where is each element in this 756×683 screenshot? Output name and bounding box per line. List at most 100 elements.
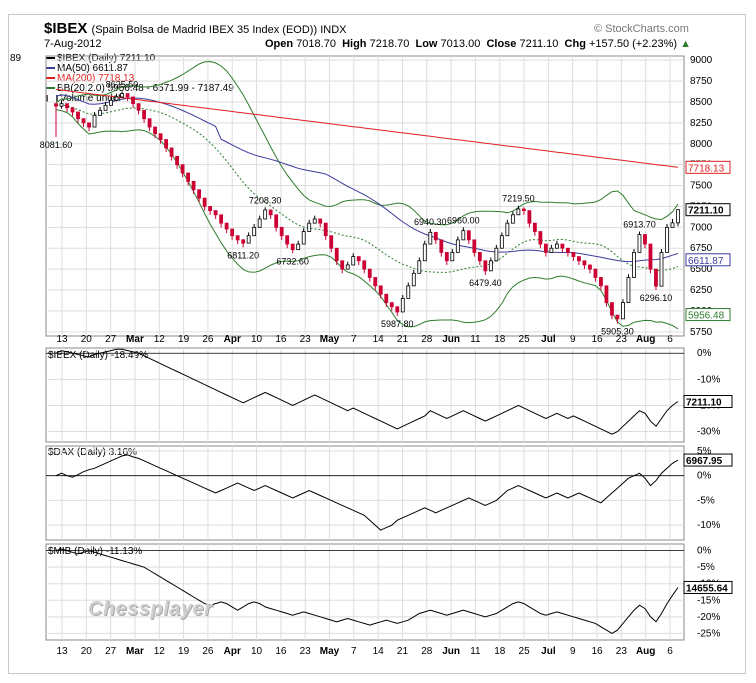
x-tick-label-1: 13 xyxy=(56,646,68,657)
x-tick-label-0: 28 xyxy=(421,334,433,345)
y-tick-label: 7500 xyxy=(690,181,713,192)
candle-body xyxy=(422,243,427,262)
panel-dax-title: $DAX (Daily) 3.16% xyxy=(48,447,137,458)
candle-body xyxy=(488,260,493,272)
candle-body xyxy=(477,252,482,262)
series-line-3 xyxy=(55,548,679,634)
x-tick-label-1: 11 xyxy=(470,646,481,657)
candle-body xyxy=(632,252,636,278)
x-tick-label-1: Aug xyxy=(636,646,655,657)
price-badge xyxy=(685,308,731,322)
chart-title: $IBEX (Spain Bolsa de Madrid IBEX 35 Ind… xyxy=(44,20,347,37)
x-tick-label-1: 14 xyxy=(373,646,385,657)
panel-mib-title: $MIB (Daily) -11.13% xyxy=(48,546,143,557)
legend-ma50: MA(50) 6611.87 xyxy=(46,63,128,75)
candle-body xyxy=(510,214,515,224)
candle-body xyxy=(230,228,235,237)
price-badge xyxy=(685,160,731,174)
chart-frame xyxy=(8,14,746,674)
x-tick-label-1: Mar xyxy=(126,646,144,657)
candle-body xyxy=(213,210,218,216)
candle-body xyxy=(516,208,521,216)
x-tick-label-0: Jul xyxy=(541,334,556,345)
candle-body xyxy=(345,264,350,270)
last-value-label: 14655.64 xyxy=(686,583,728,594)
x-tick-label-0: 26 xyxy=(202,334,214,345)
candle-body xyxy=(257,218,262,228)
x-tick-label-1: 9 xyxy=(570,646,576,657)
candle-body xyxy=(615,314,620,320)
bb-lower-line xyxy=(55,109,679,330)
candle-body xyxy=(610,302,614,316)
y-tick-label: -15% xyxy=(697,595,720,606)
candle-body xyxy=(406,285,411,299)
y-tick-label: 8000 xyxy=(690,139,713,150)
candle-body xyxy=(268,209,273,216)
candle-body xyxy=(76,111,80,120)
price-badge-label: 7211.10 xyxy=(688,206,724,217)
price-annotation: 5905.30 xyxy=(601,326,634,336)
candle-body xyxy=(637,234,642,253)
x-tick-label-0: 11 xyxy=(470,334,481,345)
price-annotation: 6732.60 xyxy=(276,256,309,266)
candle-body xyxy=(455,239,460,253)
candle-body xyxy=(582,260,587,266)
candle-body xyxy=(114,96,119,101)
y-tick-label: 6750 xyxy=(690,243,713,254)
panel-2-border xyxy=(45,445,685,541)
price-annotation: 6940.30 xyxy=(414,217,447,227)
candle-body xyxy=(285,235,290,245)
candle-body xyxy=(147,118,152,128)
candle-body xyxy=(103,104,108,111)
x-tick-label-1: Jun xyxy=(442,646,460,657)
price-annotation: 8625.50 xyxy=(106,79,139,89)
candle-body xyxy=(527,210,532,224)
candle-body xyxy=(131,96,135,105)
x-tick-label-1: Jul xyxy=(541,646,556,657)
x-tick-label-0: 16 xyxy=(275,334,287,345)
candle-body xyxy=(81,118,86,124)
candle-body xyxy=(472,239,477,253)
candle-body xyxy=(202,197,207,207)
candle-body xyxy=(384,293,389,303)
candle-body xyxy=(208,206,213,212)
x-tick-label-0: 25 xyxy=(519,334,531,345)
x-tick-label-0: Aug xyxy=(636,334,655,345)
candle-body xyxy=(351,256,356,266)
panel-0-border xyxy=(45,55,685,337)
legend-ibex: $IBEX (Daily) 7211.10 xyxy=(46,53,155,65)
candle-body xyxy=(521,208,526,212)
candle-body xyxy=(263,209,268,220)
candle-body xyxy=(180,164,185,174)
x-tick-label-1: 27 xyxy=(105,646,117,657)
series-line-2 xyxy=(55,454,679,531)
y-tick-label: -25% xyxy=(697,628,720,639)
candle-body xyxy=(301,231,306,245)
x-tick-label-1: 26 xyxy=(202,646,214,657)
y-tick-label: 6500 xyxy=(690,264,713,275)
x-tick-label-1: 18 xyxy=(494,646,506,657)
candle-body xyxy=(378,285,383,295)
price-annotation: 7208.30 xyxy=(249,195,282,205)
candle-body xyxy=(307,222,312,232)
x-tick-label-0: 16 xyxy=(591,334,603,345)
candle-body xyxy=(577,256,581,262)
y-tick-label: 0% xyxy=(697,471,712,482)
candle-body xyxy=(373,277,378,287)
x-tick-label-1: 20 xyxy=(81,646,93,657)
candle-body xyxy=(532,222,537,232)
candle-body xyxy=(461,230,466,241)
volume-icon xyxy=(46,94,58,102)
candle-body xyxy=(252,226,257,237)
candle-body xyxy=(158,133,163,140)
bb-middle-line xyxy=(55,104,679,273)
candle-body xyxy=(65,103,69,109)
candle-body xyxy=(505,222,510,237)
candle-body xyxy=(219,214,224,224)
x-tick-label-0: 13 xyxy=(56,334,68,345)
candle-body xyxy=(323,222,328,237)
x-tick-label-0: Apr xyxy=(224,334,241,345)
candle-body xyxy=(109,99,113,106)
price-badge xyxy=(685,203,731,217)
candle-body xyxy=(494,247,499,262)
